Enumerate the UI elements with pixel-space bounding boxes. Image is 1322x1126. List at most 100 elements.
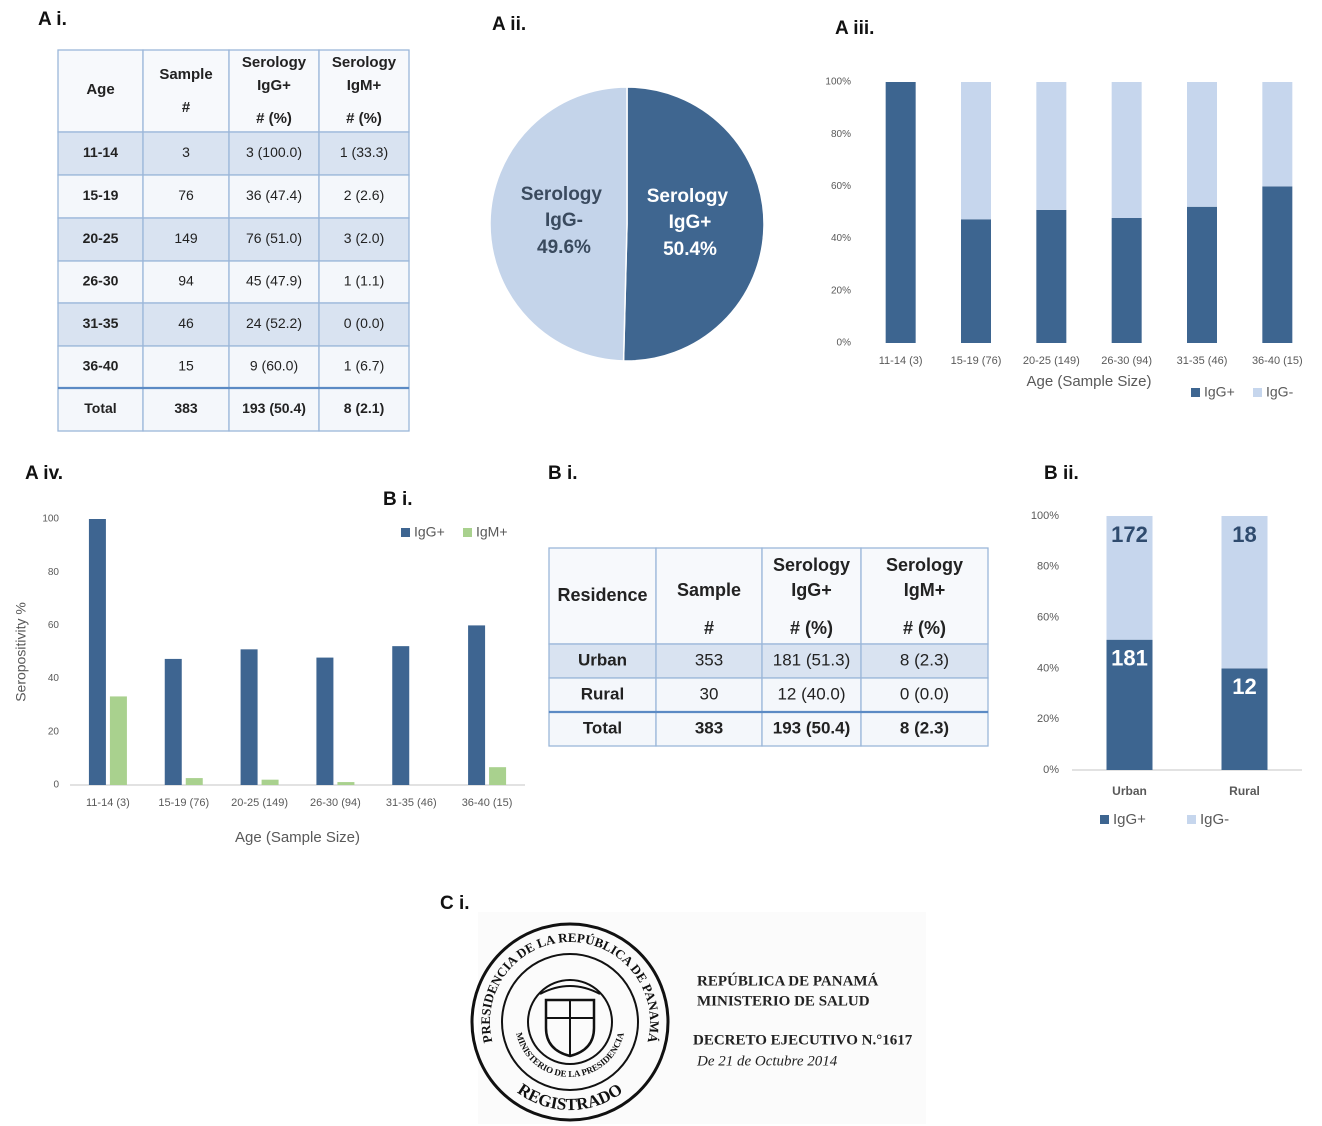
pie-value-label: 50.4% [663, 239, 717, 260]
table-cell-text: 383 [174, 400, 198, 416]
table-cell-text: 181 (51.3) [773, 650, 851, 669]
table-cell-text: 3 [182, 144, 190, 160]
bar-segment [1036, 82, 1066, 210]
table-cell-text: 46 [178, 315, 194, 331]
table-cell-text: 383 [695, 718, 723, 737]
table-cell-text: Total [84, 400, 116, 416]
table-cell-text: 1 (1.1) [344, 273, 384, 289]
legend-swatch [1100, 815, 1109, 824]
table-cell-text: 76 [178, 187, 194, 203]
bar-segment [886, 82, 916, 343]
bar [316, 658, 333, 785]
y-axis-title: Seropositivity % [13, 602, 29, 702]
y-tick-label: 100% [1031, 510, 1059, 522]
bar [110, 696, 127, 785]
legend-label: IgG+ [414, 524, 445, 540]
x-tick-label: 20-25 (149) [1023, 355, 1080, 367]
table-cell-text: 36 (47.4) [246, 187, 302, 203]
bar-segment [1112, 218, 1142, 343]
legend-swatch [401, 528, 410, 537]
table-cell-text: 1 (33.3) [340, 144, 388, 160]
table-header: # (%) [903, 618, 946, 638]
table-cell-text: 149 [174, 230, 198, 246]
y-tick-label: 60% [831, 181, 851, 192]
table-cell-text: 8 (2.3) [900, 718, 949, 737]
table-cell-text: 8 (2.3) [900, 650, 949, 669]
table-header: IgG+ [791, 580, 832, 600]
y-tick-label: 0% [837, 338, 852, 349]
bar [241, 649, 258, 785]
x-tick-label: 36-40 (15) [462, 797, 513, 809]
bar-segment [1036, 210, 1066, 343]
document-header: MINISTERIO DE SALUD [697, 993, 870, 1009]
table-cell-text: 76 (51.0) [246, 230, 302, 246]
table-header: IgG+ [257, 77, 291, 94]
bar [186, 778, 203, 785]
x-tick-label: 31-35 (46) [1177, 355, 1228, 367]
table-cell-text: 15 [178, 358, 194, 374]
table-cell-text: 193 (50.4) [242, 400, 306, 416]
y-tick-label: 20 [48, 726, 60, 737]
table-cell-text: Total [583, 718, 622, 737]
table-cell-text: 30 [700, 684, 719, 703]
panel-label: B i. [383, 489, 413, 510]
legend-label: IgG+ [1113, 811, 1146, 828]
pie-category-line: Serology [647, 186, 734, 207]
table-header: Sample [677, 580, 741, 600]
table-cell-text: 0 (0.0) [900, 684, 949, 703]
table-cell-text: 3 (2.0) [344, 230, 384, 246]
document-header: REPÚBLICA DE PANAMÁ [697, 972, 879, 989]
segment-count-label: 172 [1111, 522, 1148, 547]
table-cell-text: 15-19 [83, 187, 119, 203]
bar-segment [1187, 207, 1217, 343]
bar-segment [1187, 82, 1217, 207]
x-tick-label: 26-30 (94) [310, 797, 361, 809]
table-cell-text: 1 (6.7) [344, 358, 384, 374]
legend-label: IgG- [1200, 811, 1229, 828]
table-cell-text: 45 (47.9) [246, 273, 302, 289]
legend-swatch [1253, 388, 1262, 397]
y-tick-label: 100% [825, 77, 851, 88]
x-tick-label: 11-14 (3) [879, 355, 923, 367]
y-tick-label: 60% [1037, 612, 1059, 624]
decree-number: DECRETO EJECUTIVO N.°1617 [693, 1032, 913, 1048]
table-cell-text: 24 (52.2) [246, 315, 302, 331]
panel-label: A i. [38, 9, 67, 30]
table-cell-text: 26-30 [83, 273, 119, 289]
panel-label: A iii. [835, 18, 874, 39]
table-header: Serology [332, 54, 397, 71]
y-tick-label: 80% [831, 129, 851, 140]
panel-label: C i. [440, 893, 470, 914]
y-tick-label: 0% [1043, 764, 1059, 776]
bar [468, 625, 485, 785]
table-cell-text: 3 (100.0) [246, 144, 302, 160]
bar [392, 646, 409, 785]
legend-label: IgG- [1266, 384, 1294, 400]
y-tick-label: 40 [48, 673, 60, 684]
table-cell-text: Rural [581, 684, 624, 703]
bar [337, 782, 354, 785]
table-header: Residence [557, 585, 647, 605]
x-tick-label: 31-35 (46) [386, 797, 437, 809]
table-header: Serology [886, 555, 963, 575]
x-tick-label: 15-19 (76) [951, 355, 1002, 367]
table-header: Serology [242, 54, 307, 71]
table-header: Serology [773, 555, 850, 575]
table-header: # (%) [790, 618, 833, 638]
x-axis-title: Age (Sample Size) [1026, 373, 1151, 390]
panel-label: B ii. [1044, 463, 1079, 484]
bar [262, 780, 279, 785]
y-tick-label: 40% [831, 233, 851, 244]
bar [489, 767, 506, 785]
pie-category-line: IgG+ [669, 212, 712, 233]
y-tick-label: 60 [48, 620, 60, 631]
bar-segment [1112, 82, 1142, 218]
table-cell-text: 9 (60.0) [250, 358, 298, 374]
table-header: # (%) [256, 110, 292, 127]
table-header: Age [86, 81, 114, 98]
y-tick-label: 20% [1037, 713, 1059, 725]
segment-count-label: 18 [1232, 522, 1256, 547]
bar-segment [961, 219, 991, 343]
table-cell-text: 31-35 [83, 315, 119, 331]
table-header: # (%) [346, 110, 382, 127]
